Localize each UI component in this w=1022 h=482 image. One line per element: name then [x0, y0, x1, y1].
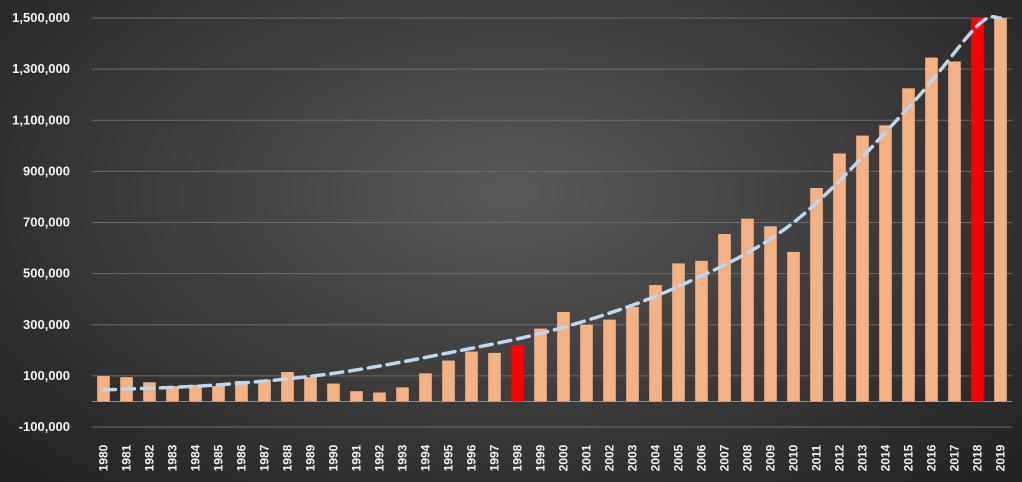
x-tick-label: 1992: [373, 444, 387, 471]
x-tick-label: 1994: [419, 444, 433, 471]
bar: [925, 57, 938, 402]
x-tick-label: 2019: [994, 444, 1008, 471]
gridlines: [92, 17, 1012, 428]
bar: [649, 285, 662, 402]
y-tick-label: 1,500,000: [12, 10, 70, 25]
bar: [741, 218, 754, 402]
y-tick-label: 900,000: [23, 163, 70, 178]
bar: [833, 153, 846, 402]
x-tick-label: 2016: [925, 444, 939, 471]
bar: [166, 386, 179, 402]
x-tick-label: 1981: [120, 444, 134, 471]
bar: [235, 380, 248, 402]
y-axis-ticks: -100,000 100,000 300,000 500,000 700,000 900,…: [12, 10, 70, 434]
x-tick-label: 1990: [327, 444, 341, 471]
x-tick-label: 2007: [718, 444, 732, 471]
y-tick-label: 700,000: [23, 215, 70, 230]
bar: [672, 263, 685, 402]
bar-highlighted: [971, 18, 984, 402]
trendline-group: [101, 14, 1003, 392]
x-tick-label: 2013: [856, 444, 870, 471]
x-tick-label: 1998: [511, 444, 525, 471]
bar: [143, 382, 156, 402]
x-tick-label: 1996: [465, 444, 479, 471]
bar: [603, 319, 616, 402]
x-tick-label: 1985: [212, 444, 226, 471]
bar: [856, 135, 869, 402]
x-tick-label: 1980: [97, 444, 111, 471]
x-tick-label: 2002: [603, 444, 617, 471]
x-tick-label: 2006: [695, 444, 709, 471]
x-tick-label: 2018: [971, 444, 985, 471]
bar: [396, 387, 409, 402]
bar: [764, 226, 777, 402]
x-tick-label: 2004: [649, 444, 663, 471]
bars: [97, 18, 1007, 402]
y-tick-label: 300,000: [23, 317, 70, 332]
x-tick-label: 2005: [672, 444, 686, 471]
y-tick-label: 1,100,000: [12, 112, 70, 127]
x-tick-label: 2000: [557, 444, 571, 471]
x-tick-label: 1997: [488, 444, 502, 471]
y-tick-label: 1,300,000: [12, 61, 70, 76]
bar: [419, 373, 432, 402]
bar-highlighted: [511, 345, 524, 402]
x-tick-label: 1991: [350, 444, 364, 471]
x-tick-label: 1982: [143, 444, 157, 471]
x-tick-label: 1986: [235, 444, 249, 471]
x-tick-label: 1989: [304, 444, 318, 471]
bar: [994, 18, 1007, 402]
bar: [281, 372, 294, 402]
y-tick-label: 500,000: [23, 266, 70, 281]
bar: [718, 234, 731, 402]
bar: [258, 379, 271, 402]
x-tick-label: 1988: [281, 444, 295, 471]
trendline: [101, 14, 1003, 392]
bar: [534, 328, 547, 402]
x-tick-label: 1999: [534, 444, 548, 471]
bar: [626, 306, 639, 402]
x-tick-label: 2001: [580, 444, 594, 471]
bar: [557, 311, 570, 402]
y-tick-label: 100,000: [23, 368, 70, 383]
x-tick-label: 2014: [879, 444, 893, 471]
bar: [304, 377, 317, 402]
x-axis-ticks: 1980 1981 1982 1983 1984 1985 1986 1987 1988 1989…: [97, 444, 1008, 471]
bar: [902, 88, 915, 402]
x-tick-label: 1984: [189, 444, 203, 471]
bar: [189, 384, 202, 402]
bar: [488, 352, 501, 402]
bar: [465, 351, 478, 402]
x-tick-label: 2012: [833, 444, 847, 471]
x-tick-label: 1987: [258, 444, 272, 471]
bar: [350, 391, 363, 402]
x-tick-label: 1983: [166, 444, 180, 471]
x-tick-label: 2009: [764, 444, 778, 471]
x-tick-label: 2010: [787, 444, 801, 471]
x-tick-label: 2017: [948, 444, 962, 471]
x-tick-label: 2008: [741, 444, 755, 471]
y-tick-label: -100,000: [19, 419, 70, 434]
x-tick-label: 2003: [626, 444, 640, 471]
bar: [879, 125, 892, 402]
x-tick-label: 2015: [902, 444, 916, 471]
bar: [212, 386, 225, 402]
bar: [787, 251, 800, 402]
bar: [442, 360, 455, 402]
x-tick-label: 1995: [442, 444, 456, 471]
x-tick-label: 1993: [396, 444, 410, 471]
bar: [810, 187, 823, 402]
bar: [327, 383, 340, 402]
bar: [373, 392, 386, 402]
bar: [948, 61, 961, 402]
bar: [580, 324, 593, 402]
bar: [695, 260, 708, 402]
x-tick-label: 2011: [810, 445, 824, 471]
